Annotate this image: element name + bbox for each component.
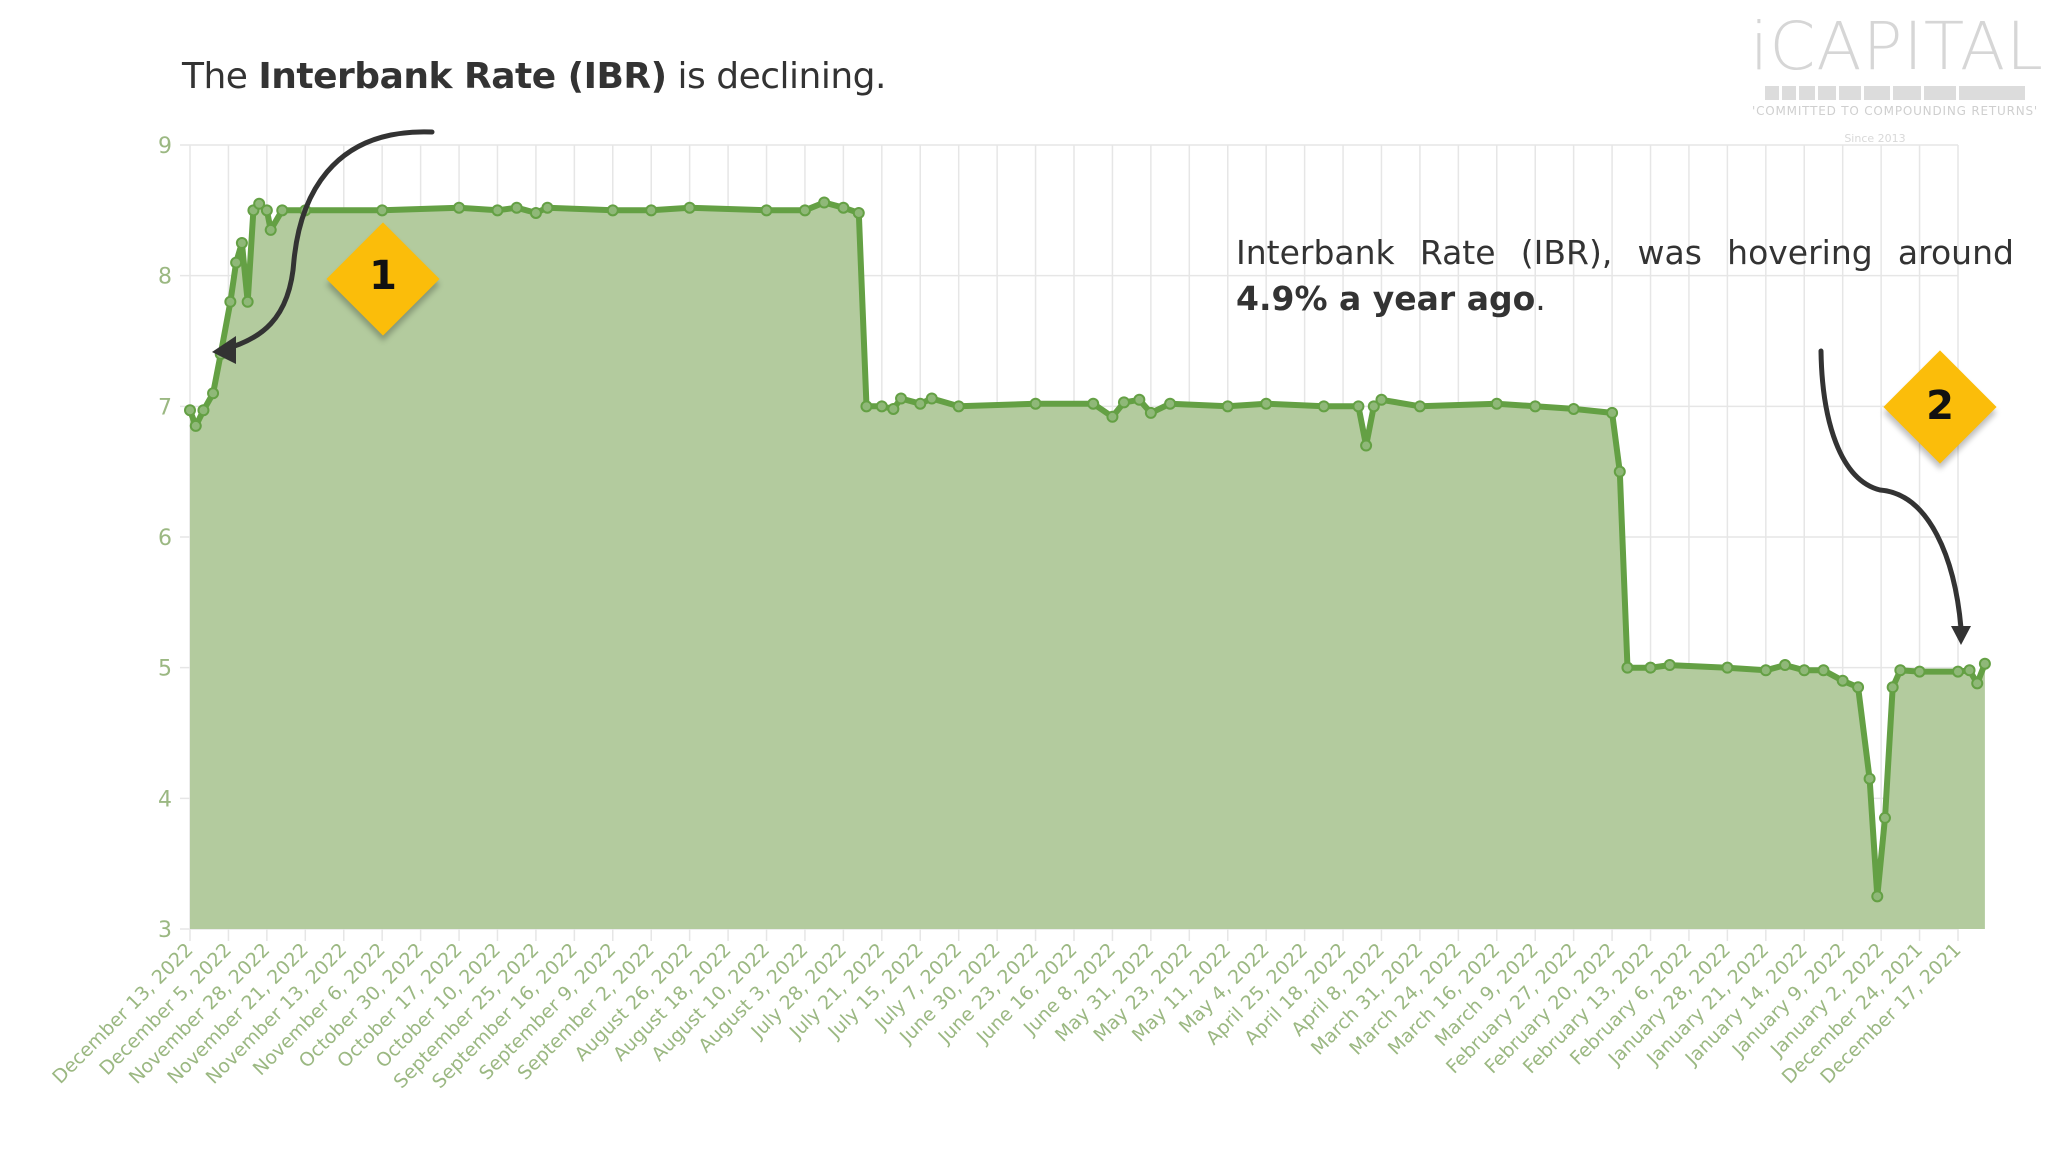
annotation-word: Rate (1419, 233, 1496, 272)
logo-wordmark: iCAPITAL (1750, 8, 2044, 85)
annotation-word: Interbank (1236, 233, 1395, 272)
arrow-2-head-icon (1951, 626, 1971, 645)
annotation-line-2: 4.9% a year ago. (1236, 276, 2014, 322)
y-tick-label: 8 (158, 265, 172, 290)
logo-since: Since 2013 (1844, 132, 1906, 145)
data-line (187, 199, 1988, 900)
y-tick-label: 3 (158, 918, 172, 943)
y-tick-label: 4 (158, 787, 172, 812)
logo-bar-graphic (1758, 86, 2032, 100)
data-markers (184, 196, 1991, 903)
annotation-word: (IBR), (1520, 233, 1613, 272)
y-tick-label: 9 (158, 134, 172, 159)
area-fill (190, 202, 1985, 929)
annotation-suffix: . (1535, 279, 1546, 318)
arrow-1 (219, 129, 435, 353)
y-tick-label: 5 (158, 657, 172, 682)
y-tick-label: 6 (158, 526, 172, 551)
annotation-word: hovering (1727, 233, 1873, 272)
badge-1-label: 1 (369, 253, 397, 299)
annotation-bold: 4.9% a year ago (1236, 279, 1536, 318)
arrow-2 (1818, 348, 1964, 631)
annotation-word: around (1897, 233, 2014, 272)
annotation-word: was (1637, 233, 1702, 272)
badge-2-label: 2 (1926, 383, 1954, 429)
headline-suffix: is declining. (666, 56, 887, 97)
headline-bold: Interbank Rate (IBR) (258, 56, 667, 97)
icapital-logo: iCAPITAL 'COMMITTED TO COMPOUNDING RETUR… (1750, 8, 2044, 145)
arrow-1-head-icon (212, 336, 236, 364)
logo-tagline: 'COMMITTED TO COMPOUNDING RETURNS' (1752, 104, 2038, 118)
page-headline: The Interbank Rate (IBR) is declining. (182, 56, 886, 97)
y-axis-labels: 3 4 5 6 7 8 9 (158, 134, 172, 943)
y-tick-label: 7 (158, 395, 172, 420)
annotation-text: Interbank Rate (IBR), was hovering aroun… (1236, 230, 2014, 322)
annotation-line-1: Interbank Rate (IBR), was hovering aroun… (1236, 230, 2014, 276)
headline-prefix: The (182, 56, 259, 97)
